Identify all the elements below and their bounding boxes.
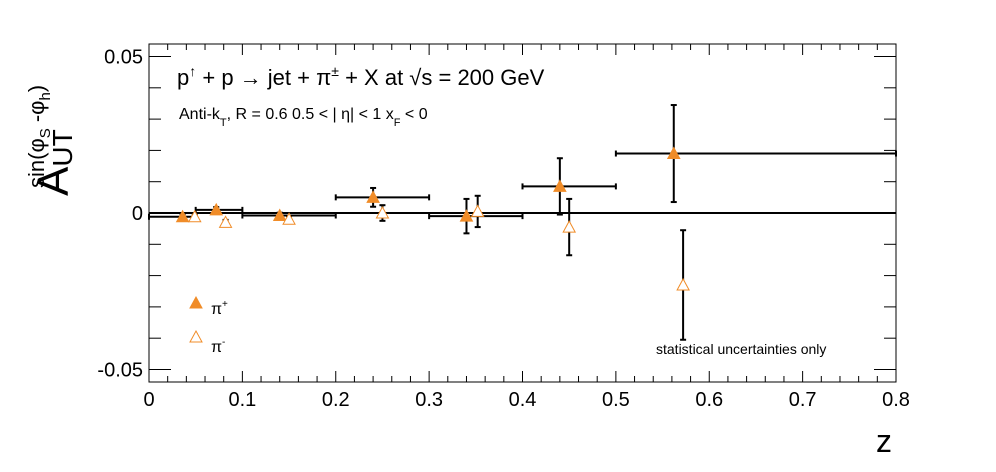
chart-title: p↑ + p → jet + π± + X at √s = 200 GeV xyxy=(177,63,545,90)
legend: π+ π- xyxy=(189,295,228,356)
x-tick-label: 0.5 xyxy=(602,389,630,411)
data-point-pi-minus xyxy=(218,215,233,228)
svg-text:sin(φS -φh): sin(φS -φh) xyxy=(24,85,54,188)
data-points xyxy=(175,104,690,341)
x-axis-ticks: 0 0.1 0.2 0.3 0.4 0.5 0.6 0.7 0.8 xyxy=(143,44,910,411)
data-point-pi-minus xyxy=(375,205,390,219)
x-tick-label: 0.1 xyxy=(228,389,256,411)
x-axis-label: z xyxy=(876,423,892,459)
x-tick-label: 0 xyxy=(143,389,154,411)
x-tick-label: 0.4 xyxy=(509,389,537,411)
data-point-pi-plus xyxy=(272,208,287,222)
x-tick-label: 0.8 xyxy=(882,389,910,411)
y-tick-label: 0.05 xyxy=(104,47,143,69)
x-tick-label: 0.2 xyxy=(322,389,350,411)
legend-marker-pi-plus xyxy=(189,295,203,309)
data-point-pi-plus xyxy=(366,190,380,203)
y-axis-label: AUT sin(φS -φh) xyxy=(24,85,78,196)
data-point-pi-plus xyxy=(459,209,474,222)
chart-subtitle: Anti-kT, R = 0.6 0.5 < | η| < 1 xF < 0 xyxy=(179,106,428,129)
y-tick-label: -0.05 xyxy=(97,359,143,381)
y-tick-label: 0 xyxy=(132,203,143,225)
data-point-pi-minus xyxy=(187,209,202,223)
data-point-pi-minus xyxy=(676,277,690,291)
legend-label-pi-minus: π- xyxy=(211,337,225,356)
x-tick-label: 0.7 xyxy=(789,389,817,411)
data-point-pi-plus xyxy=(209,202,224,216)
data-point-pi-plus xyxy=(666,146,681,160)
x-tick-label: 0.3 xyxy=(415,389,443,411)
data-point-pi-plus xyxy=(553,179,567,192)
bin-width-bars xyxy=(148,150,897,220)
x-tick-label: 0.6 xyxy=(695,389,723,411)
data-point-pi-minus xyxy=(282,212,296,225)
data-point-pi-minus xyxy=(470,204,485,217)
data-point-pi-minus xyxy=(562,220,577,233)
legend-label-pi-plus: π+ xyxy=(211,299,228,318)
annotation-stat-uncertainties: statistical uncertainties only xyxy=(656,341,826,357)
svg-text:AUT: AUT xyxy=(29,129,78,196)
y-axis-ticks: -0.05 0 0.05 xyxy=(97,47,896,381)
data-point-pi-plus xyxy=(175,209,190,223)
legend-marker-pi-minus xyxy=(189,329,203,343)
